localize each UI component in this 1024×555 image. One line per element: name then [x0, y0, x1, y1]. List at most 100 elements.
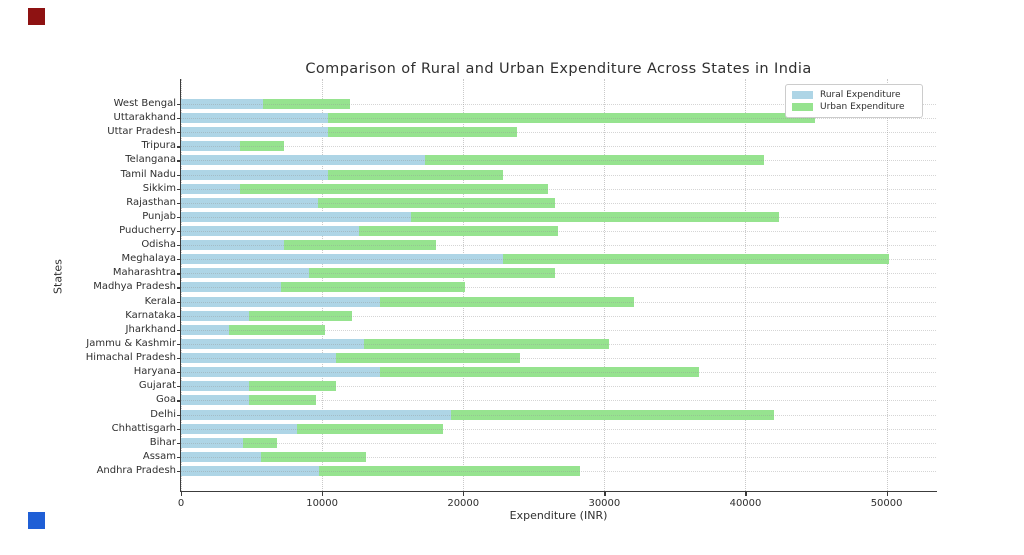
y-axis-spine: [180, 79, 182, 492]
y-tick-label: Kerala: [144, 295, 176, 307]
rural-bar-segment: [181, 338, 365, 349]
urban-bar-segment: [296, 423, 444, 434]
gridline-row: [181, 470, 936, 472]
y-tick: [177, 301, 181, 303]
rural-bar-segment: [181, 381, 249, 392]
gridline-row: [181, 216, 936, 218]
gridline-row: [181, 104, 936, 105]
top-left-corner-marker: [28, 8, 45, 25]
y-tick: [177, 456, 181, 459]
y-tick: [177, 372, 181, 374]
y-tick: [177, 386, 181, 388]
y-tick-label: Odisha: [141, 239, 176, 251]
gridline-row: [181, 414, 936, 416]
y-tick: [177, 442, 181, 444]
gridline-row: [181, 456, 936, 458]
x-tick-label-20000: 20000: [447, 498, 480, 509]
gridline-row: [181, 358, 936, 360]
gridline-row: [181, 160, 936, 162]
y-tick: [177, 202, 181, 204]
urban-bar-segment: [228, 324, 325, 335]
gridline-row: [181, 118, 936, 120]
plot-area: West Bengal Uttarakhand Uttar Pradesh Tripu…: [86, 79, 937, 509]
y-tick: [177, 216, 181, 219]
gridline-row: [181, 231, 936, 233]
urban-bar-segment: [262, 99, 351, 109]
x-tick-0: [181, 492, 183, 496]
urban-bar-segment: [336, 353, 520, 364]
legend-item-urban: Urban Expenditure: [792, 101, 915, 113]
gridline-row: [181, 287, 936, 289]
x-tick-10000: [322, 492, 324, 496]
urban-bar-segment: [243, 437, 277, 448]
rural-bar-segment: [181, 465, 320, 476]
x-tick-50000: [886, 492, 888, 496]
urban-bar-segment: [411, 211, 780, 222]
rural-bar-segment: [181, 367, 380, 378]
gridline-row: [181, 400, 936, 402]
rural-bar-segment: [181, 127, 328, 138]
urban-bar-segment: [240, 183, 548, 194]
urban-bar-segment: [248, 310, 352, 321]
rural-bar-segment: [181, 282, 282, 293]
gridline-row: [181, 259, 936, 261]
rural-bar-segment: [181, 141, 241, 152]
bottom-left-corner-marker: [28, 512, 45, 529]
urban-bar-segment: [240, 141, 284, 152]
gridline-row: [181, 428, 936, 430]
rural-bar-segment: [181, 409, 451, 420]
urban-bar-segment: [319, 465, 581, 476]
x-axis-spine: [180, 491, 937, 493]
legend-item-rural: Rural Expenditure: [792, 89, 915, 101]
y-tick: [177, 400, 181, 402]
rural-bar-segment: [181, 296, 380, 307]
gridline-row: [181, 343, 936, 345]
y-tick-label: Chhattisgarh: [111, 422, 176, 434]
chart-title: Comparison of Rural and Urban Expenditur…: [305, 61, 812, 77]
gridline-row: [181, 202, 936, 204]
y-tick-label: Puducherry: [119, 225, 176, 237]
urban-bar-segment: [379, 367, 699, 378]
gridline-x-40000: [745, 79, 747, 491]
rural-bar-segment: [181, 437, 244, 448]
gridline-row: [181, 301, 936, 303]
rural-bar-segment: [181, 254, 503, 265]
rural-bar-segment: [181, 423, 297, 434]
y-tick: [177, 160, 181, 162]
y-tick-label: Bihar: [149, 436, 176, 448]
urban-bar-segment: [450, 409, 774, 420]
urban-bar-segment: [248, 381, 337, 392]
y-tick: [177, 146, 181, 148]
urban-bar-segment: [248, 395, 317, 406]
rural-bar-segment: [181, 155, 426, 166]
x-tick-30000: [604, 492, 606, 496]
x-tick-label-0: 0: [177, 498, 185, 509]
y-tick: [177, 414, 181, 416]
y-tick-label: West Bengal: [113, 98, 176, 109]
urban-bar-segment: [502, 254, 890, 265]
urban-bar-segment: [309, 268, 555, 279]
y-tick: [177, 358, 181, 360]
y-tick: [177, 118, 181, 120]
legend: Rural Expenditure Urban Expenditure: [785, 84, 923, 118]
y-tick: [177, 329, 181, 332]
x-axis-label: Expenditure (INR): [509, 509, 608, 522]
y-tick: [177, 470, 181, 473]
rural-bar-segment: [181, 240, 285, 251]
urban-bar-segment: [327, 113, 815, 124]
rural-bar-segment: [181, 268, 310, 279]
x-tick-label-10000: 10000: [306, 498, 339, 509]
gridline-row: [181, 188, 936, 190]
urban-bar-segment: [261, 451, 366, 462]
rural-swatch-icon: [792, 91, 813, 99]
gridline-x-30000: [604, 79, 606, 491]
legend-label-urban: Urban Expenditure: [820, 102, 905, 112]
y-tick: [177, 231, 181, 233]
gridline-row: [181, 245, 936, 247]
urban-bar-segment: [284, 240, 437, 251]
y-tick-label: Punjab: [142, 210, 176, 222]
y-tick: [177, 273, 181, 275]
gridline-row: [181, 442, 936, 444]
y-tick-label: Assam: [142, 450, 176, 462]
